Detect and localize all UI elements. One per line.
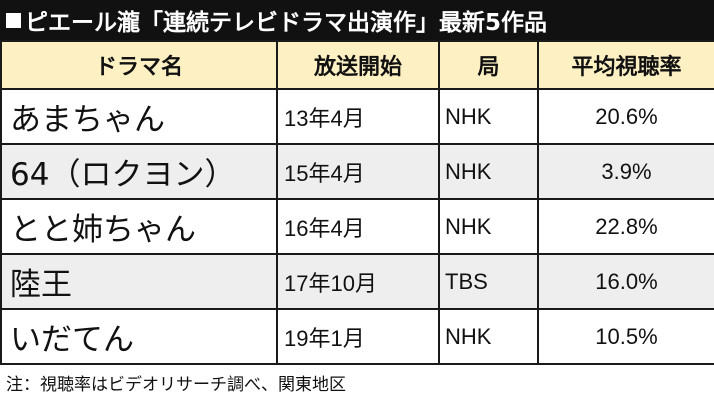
drama-title-cell: いだてん: [0, 308, 278, 365]
start-date-cell: 15年4月: [276, 143, 440, 200]
rating-cell: 3.9%: [537, 143, 714, 200]
start-date-cell: 17年10月: [276, 253, 440, 310]
network-cell: NHK: [438, 198, 539, 255]
table-row: いだてん 19年1月 NHK 10.5%: [0, 308, 714, 365]
table-row: とと姉ちゃん 16年4月 NHK 22.8%: [0, 198, 714, 255]
rating-cell: 10.5%: [537, 308, 714, 365]
column-header-title: ドラマ名: [0, 40, 278, 90]
table-row: 陸王 17年10月 TBS 16.0%: [0, 253, 714, 310]
start-date-cell: 19年1月: [276, 308, 440, 365]
start-date-cell: 13年4月: [276, 88, 440, 145]
network-cell: TBS: [438, 253, 539, 310]
drama-title-cell: 陸王: [0, 253, 278, 310]
drama-title-cell: とと姉ちゃん: [0, 198, 278, 255]
table-header-row: ドラマ名 放送開始 局 平均視聴率: [0, 40, 714, 90]
table-row: あまちゃん 13年4月 NHK 20.6%: [0, 88, 714, 145]
title-bar: ピエール瀧「連続テレビドラマ出演作」最新5作品: [0, 0, 714, 40]
ratings-table: ドラマ名 放送開始 局 平均視聴率 あまちゃん 13年4月 NHK 20.6% …: [0, 40, 714, 365]
start-date-cell: 16年4月: [276, 198, 440, 255]
black-square-icon: [6, 12, 21, 28]
network-cell: NHK: [438, 143, 539, 200]
source-note: 注：視聴率はビデオリサーチ調べ、関東地区: [6, 375, 346, 395]
drama-title-cell: 64（ロクヨン）: [0, 143, 278, 200]
network-cell: NHK: [438, 308, 539, 365]
page-title: ピエール瀧「連続テレビドラマ出演作」最新5作品: [25, 10, 548, 36]
table-row: 64（ロクヨン） 15年4月 NHK 3.9%: [0, 143, 714, 200]
rating-cell: 16.0%: [537, 253, 714, 310]
column-header-network: 局: [438, 40, 539, 90]
column-header-start: 放送開始: [276, 40, 440, 90]
rating-cell: 22.8%: [537, 198, 714, 255]
network-cell: NHK: [438, 88, 539, 145]
drama-title-cell: あまちゃん: [0, 88, 278, 145]
column-header-rating: 平均視聴率: [537, 40, 714, 90]
rating-cell: 20.6%: [537, 88, 714, 145]
